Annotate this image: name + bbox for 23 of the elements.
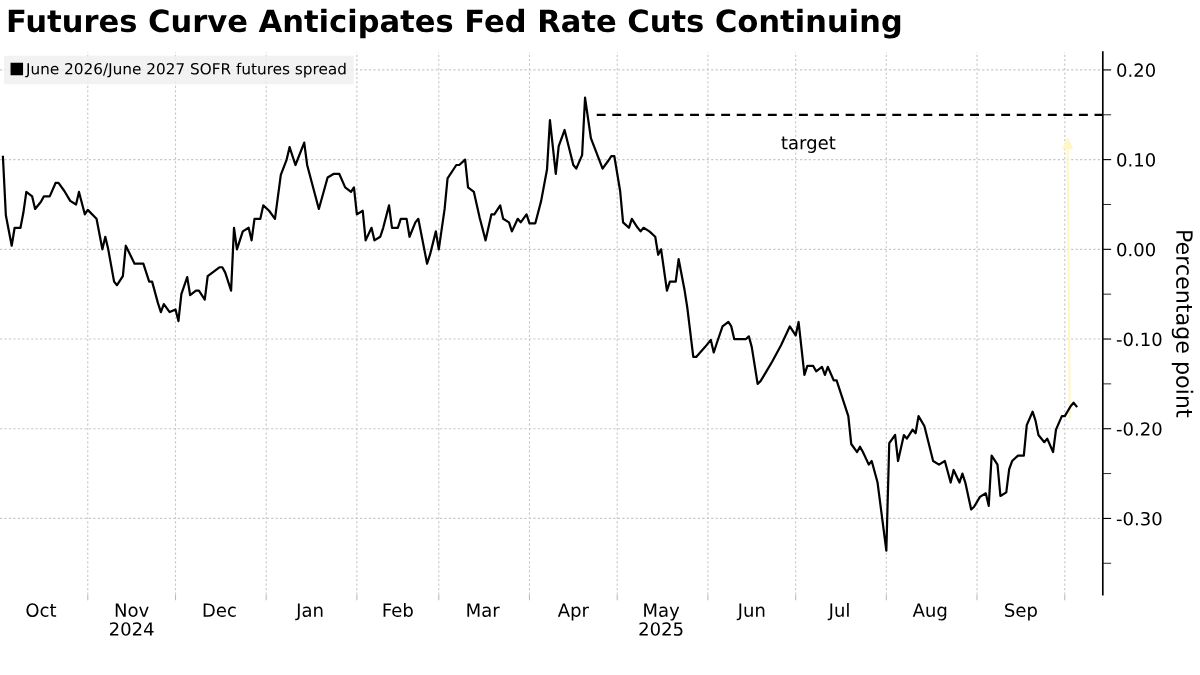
y-tick-label: 0.20: [1117, 63, 1155, 78]
legend-label: June 2026/June 2027 SOFR futures spread: [25, 62, 346, 78]
y-tick-label: -0.20: [1116, 422, 1162, 436]
x-tick-label: Jun: [736, 603, 765, 621]
x-tick-label: Aug: [912, 603, 947, 621]
x-tick-label: Apr: [557, 603, 589, 621]
x-tick-label: Sep: [1005, 603, 1037, 621]
annotation: target: [781, 136, 836, 153]
x-tick-label: Oct: [26, 603, 57, 617]
x-tick-label: Feb: [383, 603, 413, 617]
y-axis-title: Percentage point: [1171, 231, 1194, 418]
x-tick-label: Jul: [827, 603, 849, 621]
line-series: [1, 96, 1078, 552]
y-tick-label: 0.00: [1117, 242, 1155, 257]
x-tick-label: May 2025: [639, 603, 683, 636]
x-tick-label: Nov 2024: [109, 603, 154, 636]
y-tick-label: -0.30: [1116, 511, 1162, 526]
x-tick-label: Dec: [203, 603, 236, 617]
x-tick-label: Jan: [295, 603, 323, 621]
y-tick-label: 0.10: [1117, 153, 1155, 167]
chart-title: Futures Curve Anticipates Fed Rate Cuts Continuing: [8, 8, 901, 39]
y-tick-label: -0.10: [1116, 332, 1162, 347]
x-tick-label: Mar: [467, 603, 500, 617]
